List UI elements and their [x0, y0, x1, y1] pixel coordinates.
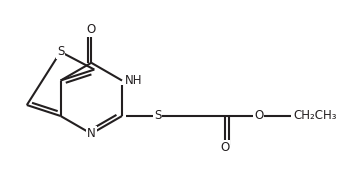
Text: NH: NH [125, 74, 143, 87]
Text: S: S [154, 110, 161, 122]
Text: S: S [57, 45, 64, 58]
Text: O: O [254, 110, 263, 122]
Text: O: O [220, 141, 229, 154]
Text: CH₂CH₃: CH₂CH₃ [293, 110, 337, 122]
Text: O: O [86, 23, 96, 36]
Text: N: N [87, 127, 95, 140]
